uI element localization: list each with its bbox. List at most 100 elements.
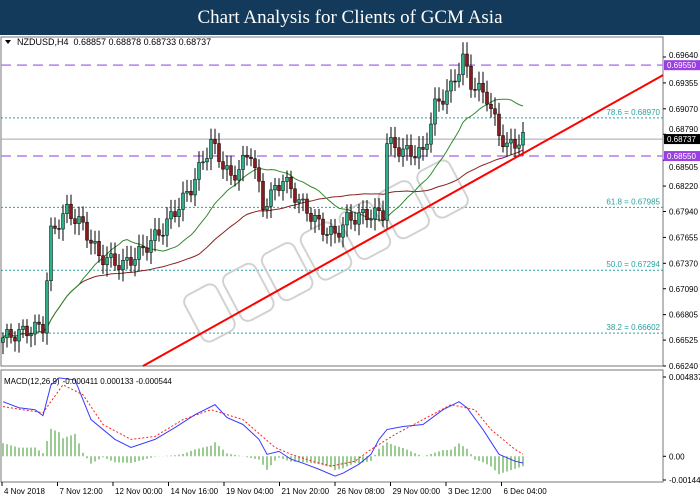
fib-label: 38.2 = 0.66602 (606, 323, 660, 332)
y-tick-label: 0.67370 (669, 259, 698, 268)
candle-body (205, 158, 209, 163)
candle-body (197, 162, 201, 180)
candle-body (93, 241, 97, 244)
sr-level-label: 0.69550 (667, 61, 696, 70)
candle-body (301, 198, 305, 201)
candle-body (481, 83, 485, 93)
y-tick-label: 0.66525 (669, 336, 698, 345)
sr-level-tag (664, 151, 700, 162)
candle-body (425, 143, 429, 150)
candle-body (445, 90, 449, 105)
candle-body (5, 329, 9, 339)
candle-body (165, 218, 169, 236)
candle-body (477, 83, 481, 91)
candle-body (449, 80, 453, 92)
x-tick-label: 19 Nov 04:00 (226, 487, 274, 496)
candle-body (237, 169, 241, 181)
candle-body (493, 108, 497, 115)
candle-body (177, 209, 181, 217)
candle-body (329, 226, 333, 235)
symbol-label: NZDUSD,H4 (17, 37, 69, 47)
x-tick-label: 12 Nov 00:00 (115, 487, 163, 496)
candle-body (29, 333, 33, 337)
candle-body (265, 206, 269, 211)
candle-body (313, 215, 317, 222)
candle-body (485, 91, 489, 105)
candle-body (297, 199, 301, 203)
candle-body (321, 218, 325, 235)
macd-values: -0.000411 0.000133 -0.000544 (63, 377, 173, 386)
y-tick-label: 0.67090 (669, 285, 698, 294)
candle-body (421, 147, 425, 150)
candle-body (185, 191, 189, 194)
candle-body (365, 209, 369, 221)
candle-body (441, 100, 445, 105)
candle-body (117, 265, 121, 270)
candle-body (137, 246, 141, 260)
candle-body (37, 321, 41, 325)
candle-body (41, 324, 45, 334)
candle-body (285, 176, 289, 182)
candle-body (153, 229, 157, 241)
candle-body (397, 147, 401, 157)
candle-body (325, 234, 329, 236)
candle-body (469, 66, 473, 90)
candle-body (209, 139, 213, 159)
macd-signal-line (2, 384, 524, 467)
candle-body (133, 259, 137, 266)
candle-body (437, 98, 441, 102)
candle-body (305, 198, 309, 214)
dropdown-triangle-icon[interactable] (5, 40, 11, 44)
candle-body (333, 226, 337, 234)
candle-body (89, 239, 93, 244)
candle-body (509, 139, 513, 144)
candle-body (497, 113, 501, 136)
current-price-label: 0.68737 (667, 135, 696, 144)
candle-body (1, 337, 5, 343)
candle-body (393, 137, 397, 148)
sr-level-label: 0.68550 (667, 152, 696, 161)
candle-body (77, 216, 81, 224)
y-tick-label: 0.66805 (669, 311, 698, 320)
candle-body (233, 175, 237, 181)
candle-body (45, 280, 49, 334)
candle-body (101, 255, 105, 266)
watermark-letter-shape (338, 200, 392, 260)
candle-body (105, 257, 109, 266)
candle-body (361, 209, 365, 214)
fast-moving-average-line (2, 98, 524, 339)
candle-body (9, 329, 13, 338)
symbol-readout: NZDUSD,H4 0.68857 0.68878 0.68733 0.68737 (17, 37, 211, 47)
candle-body (69, 203, 73, 219)
candle-body (121, 259, 125, 270)
macd-readout: MACD(12,26,9) -0.000411 0.000133 -0.00054… (4, 377, 172, 386)
candle-body (129, 257, 133, 266)
candle-body (281, 181, 285, 191)
watermark-letter-shape (222, 262, 275, 322)
macd-y-tick-label: -0.001447 (669, 476, 700, 485)
macd-y-tick-label: 0.00 (669, 452, 685, 461)
y-tick-label: 0.68220 (669, 182, 698, 191)
macd-frame (0, 369, 664, 483)
candle-body (353, 220, 357, 225)
candle-body (261, 180, 265, 211)
candle-body (501, 135, 505, 147)
candle-body (489, 103, 493, 109)
candle-body (377, 207, 381, 211)
candle-body (125, 257, 129, 261)
candle-body (373, 207, 377, 220)
fib-label: 61.8 = 0.67985 (606, 197, 660, 206)
candle-body (241, 154, 245, 170)
candle-body (293, 188, 297, 203)
y-tick-label: 0.66240 (669, 362, 698, 371)
fib-label: 50.0 = 0.67294 (606, 260, 660, 269)
y-tick-label: 0.69355 (669, 79, 698, 88)
candle-body (169, 211, 173, 220)
candle-body (461, 53, 465, 75)
y-tick-label: 0.67655 (669, 233, 698, 242)
candle-body (149, 240, 153, 253)
candle-body (189, 191, 193, 196)
candle-body (357, 212, 361, 225)
y-tick-label: 0.68790 (669, 125, 698, 134)
candle-body (389, 137, 393, 144)
